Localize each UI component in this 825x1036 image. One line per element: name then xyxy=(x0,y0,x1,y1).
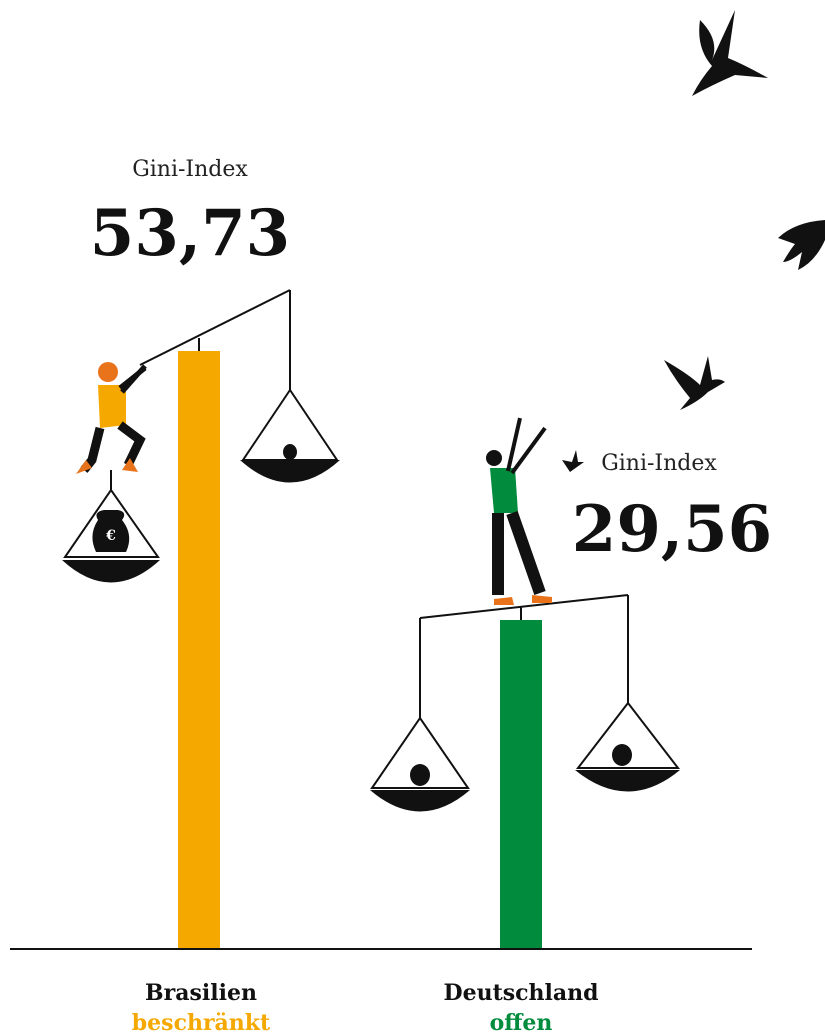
gini-title: Gini-Index xyxy=(601,451,717,476)
category-label: Deutschland xyxy=(444,980,599,1006)
bar xyxy=(500,620,542,949)
climber xyxy=(76,362,145,474)
sub-label: offen xyxy=(490,1010,553,1036)
category-label: Brasilien xyxy=(145,980,257,1006)
deutschland-group: Gini-Index 29,56 xyxy=(370,418,772,812)
sub-label: beschränkt xyxy=(132,1010,271,1036)
chart: Gini-Index 53,73 € Gini-Index 29,56 xyxy=(0,0,825,1036)
birds xyxy=(562,10,825,472)
value-label: 29,56 xyxy=(572,492,772,567)
svg-text:€: € xyxy=(105,528,116,544)
woman xyxy=(486,418,552,605)
bar xyxy=(178,351,220,949)
gini-title: Gini-Index xyxy=(132,157,248,182)
value-label: 53,73 xyxy=(90,196,290,271)
